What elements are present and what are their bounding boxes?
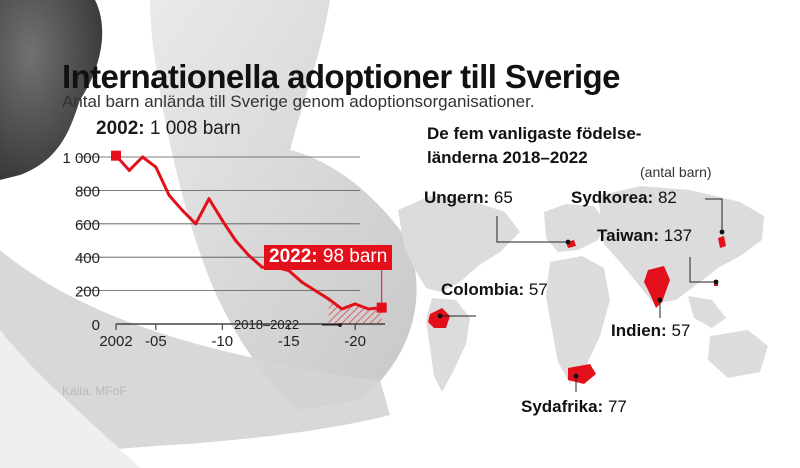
dot-colombia	[437, 313, 443, 319]
y-tick-label: 600	[75, 217, 100, 234]
data-point	[207, 197, 211, 201]
data-point	[194, 222, 198, 226]
land-africa	[546, 256, 610, 384]
country-name: Indien:	[611, 321, 667, 340]
data-point	[234, 239, 238, 242]
country-label-colombia: Colombia: 57	[441, 280, 548, 300]
data-point	[300, 280, 304, 284]
leader-dots	[437, 229, 725, 379]
source-label: Källa: MFoF	[62, 384, 127, 398]
child-face	[0, 0, 103, 180]
data-point	[340, 307, 344, 311]
country-name: Ungern:	[424, 188, 490, 207]
data-point	[260, 265, 264, 269]
world-land	[398, 186, 768, 392]
country-label-sydafrika: Sydafrika: 77	[521, 397, 627, 417]
dot-indien	[657, 297, 663, 303]
callout-2002-year: 2002:	[96, 118, 145, 139]
x-tick-label: -05	[145, 333, 167, 350]
data-point	[167, 193, 171, 197]
data-point	[220, 218, 224, 222]
data-point	[154, 165, 158, 169]
callout-2022: 2022: 98 barn	[264, 245, 393, 270]
y-tick-label: 400	[75, 250, 100, 267]
land-australia	[708, 330, 768, 378]
data-point	[327, 297, 331, 301]
data-point-2002	[111, 150, 121, 161]
data-point-2022	[376, 302, 387, 313]
x-tick-label: 2002	[99, 333, 132, 350]
y-tick-label: 0	[92, 317, 100, 334]
y-tick-label: 800	[75, 183, 100, 200]
country-name: Taiwan:	[597, 226, 660, 245]
leader-sydkorea	[705, 198, 723, 232]
country-south-africa	[568, 364, 596, 384]
country-name: Sydkorea:	[571, 188, 654, 207]
countries-panel-title: De fem vanligaste födelse-länderna 2018–…	[427, 124, 642, 167]
data-point	[366, 307, 370, 311]
data-point	[127, 168, 131, 172]
land-south-america	[426, 298, 470, 392]
country-india	[644, 266, 670, 308]
data-point	[180, 208, 184, 212]
x-tick-label: -20	[344, 333, 366, 350]
dot-sydkorea	[719, 229, 725, 235]
highlight-range-area	[328, 298, 382, 324]
callout-2022-value: 98 barn	[322, 246, 388, 267]
land-north-america	[398, 196, 520, 292]
leader-ungern	[496, 216, 568, 243]
country-value: 57	[671, 321, 691, 340]
countries-unit-label: (antal barn)	[640, 164, 712, 180]
callout-2002-value: 1 008 barn	[149, 118, 241, 139]
leader-lines	[440, 198, 723, 392]
data-point	[313, 289, 317, 293]
range-label-dot	[338, 323, 342, 327]
dot-taiwan	[713, 279, 719, 285]
land-europe	[544, 204, 606, 252]
dot-ungern	[565, 239, 571, 245]
country-value: 77	[607, 397, 627, 416]
child-shirt	[0, 330, 140, 468]
leader-taiwan	[689, 257, 716, 283]
x-tick-label: -15	[278, 333, 300, 350]
country-label-indien: Indien: 57	[611, 321, 690, 341]
data-point	[141, 155, 145, 159]
country-south-korea	[718, 236, 726, 248]
data-point	[247, 254, 251, 258]
highlighted-countries	[428, 236, 726, 384]
country-value: 82	[657, 188, 677, 207]
child-arm	[0, 250, 390, 460]
country-value: 65	[493, 188, 513, 207]
country-label-taiwan: Taiwan: 137	[597, 226, 692, 246]
data-point	[353, 302, 357, 306]
country-label-ungern: Ungern: 65	[424, 188, 513, 208]
callout-2022-year: 2022:	[269, 246, 318, 267]
highlight-range-label: 2018–2022	[234, 317, 300, 332]
country-label-sydkorea: Sydkorea: 82	[571, 188, 677, 208]
callout-2002: 2002: 1 008 barn	[96, 118, 241, 140]
country-value: 137	[663, 226, 693, 245]
y-tick-label: 1 000	[62, 150, 100, 167]
country-name: Sydafrika:	[521, 397, 604, 416]
country-name: Colombia:	[441, 280, 525, 299]
y-tick-label: 200	[75, 284, 100, 301]
x-tick-label: -10	[211, 333, 233, 350]
dot-sydafrika	[573, 373, 579, 379]
country-value: 57	[528, 280, 548, 299]
land-southeast-asia	[688, 296, 726, 328]
page-title: Internationella adoptioner till Sverige	[62, 58, 620, 95]
page-subtitle: Antal barn anlända till Sverige genom ad…	[62, 92, 535, 111]
